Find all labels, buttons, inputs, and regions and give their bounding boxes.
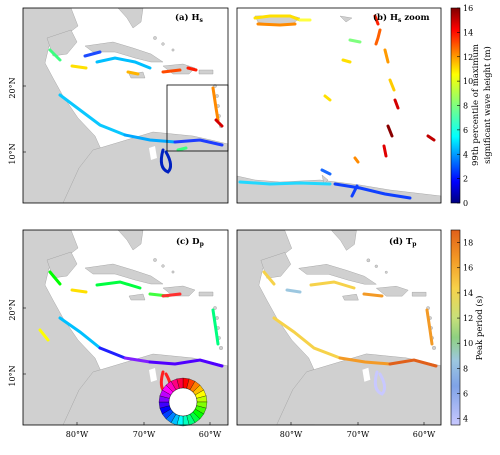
panel-c: (c) Dp 20°N 10°N 80°W 70°W 60°W xyxy=(8,229,229,439)
colorbar-hs-tick-label: 16 xyxy=(463,4,473,13)
hs-coastline-values xyxy=(48,48,224,174)
colorbar-tp-tick-label: 18 xyxy=(463,239,473,248)
colorbar-hs-tick-label: 2 xyxy=(463,175,468,184)
colorbar-tp-tick-label: 8 xyxy=(463,364,468,373)
colorbar-tp: 4 6 8 10 12 14 16 18 Peak period (s) xyxy=(450,229,485,426)
colorbar-tp-tick-label: 12 xyxy=(463,314,473,323)
direction-wheel-legend xyxy=(158,377,208,427)
colorbar-tp-tick-label: 4 xyxy=(463,415,468,424)
lon-label-70-d: 70°W xyxy=(347,430,370,439)
lon-label-60-d: 60°W xyxy=(413,430,436,439)
lat-label-20-a: 20°N xyxy=(8,77,17,98)
colorbar-hs-tick-label: 8 xyxy=(463,102,468,111)
dp-coastline-values xyxy=(38,270,224,396)
panel-a: (a) Hs 20°N 10°N xyxy=(8,7,229,204)
colorbar-tp-tick-label: 14 xyxy=(463,289,473,298)
lon-label-80-c: 80°W xyxy=(66,430,89,439)
colorbar-hs-tick-label: 4 xyxy=(463,150,468,159)
lat-label-10-c: 10°N xyxy=(8,365,17,386)
panel-a-frame xyxy=(22,7,229,204)
colorbar-hs-label-line1: 99th percentile of maximum xyxy=(471,44,481,166)
lon-label-60-c: 60°W xyxy=(199,430,222,439)
panel-c-frame xyxy=(22,229,229,426)
panel-d: (d) Tp 80°W 70°W 60°W xyxy=(236,229,442,439)
hs-zoom-values xyxy=(238,14,436,200)
colorbar-hs-label-line2: significant wave height (m) xyxy=(482,46,493,164)
panel-b-title: (b) Hs zoom xyxy=(373,12,430,24)
panel-a-title: (a) Hs xyxy=(175,12,204,24)
colorbar-hs-tick-label: 14 xyxy=(463,28,473,37)
lat-label-20-c: 20°N xyxy=(8,299,17,320)
panel-b-frame xyxy=(236,7,442,204)
colorbar-tp-label: Peak period (s) xyxy=(474,296,485,361)
colorbar-hs-tick-label: 10 xyxy=(463,77,473,86)
colorbar-hs-tick-label: 6 xyxy=(463,126,468,135)
tp-coastline-values xyxy=(262,270,438,396)
colorbar-hs: 0 2 4 6 8 10 12 14 16 99th percentile of maximum… xyxy=(450,4,493,208)
panel-c-title: (c) Dp xyxy=(176,236,204,248)
panel-b: (b) Hs zoom xyxy=(236,7,442,204)
colorbar-tp-tick-label: 6 xyxy=(463,390,468,399)
colorbar-hs-tick-label: 0 xyxy=(463,199,468,208)
panel-d-title: (d) Tp xyxy=(389,236,416,248)
lon-label-80-d: 80°W xyxy=(280,430,303,439)
lon-label-70-c: 70°W xyxy=(133,430,156,439)
colorbar-hs-tick-label: 12 xyxy=(463,53,473,62)
colorbar-tp-tick-label: 16 xyxy=(463,264,473,273)
colorbar-tp-tick-label: 10 xyxy=(463,339,473,348)
lat-label-10-a: 10°N xyxy=(8,143,17,164)
panel-d-frame xyxy=(236,229,442,426)
